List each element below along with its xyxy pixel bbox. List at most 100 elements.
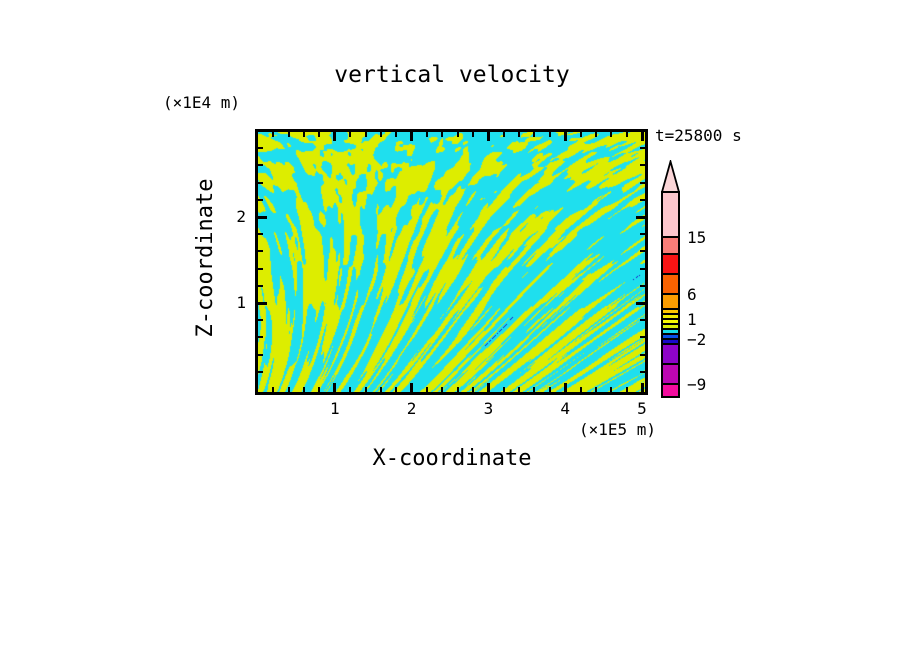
y-minor-tick [258, 233, 263, 236]
y-major-tick [258, 301, 267, 305]
colorbar-segment [663, 340, 678, 345]
colorbar-segment [663, 193, 678, 238]
y-minor-tick [258, 370, 263, 373]
colorbar-segment [663, 310, 678, 315]
x-minor-tick [272, 387, 275, 392]
x-minor-tick [441, 387, 444, 392]
y-minor-tick [640, 370, 645, 373]
colorbar-tick-label: 1 [687, 310, 697, 329]
x-minor-tick [472, 132, 475, 137]
x-minor-tick [594, 132, 597, 137]
x-minor-tick [395, 132, 398, 137]
x-minor-tick [272, 132, 275, 137]
x-minor-tick [395, 387, 398, 392]
y-minor-tick [640, 198, 645, 201]
y-tick-label: 2 [236, 207, 246, 226]
x-minor-tick [349, 132, 352, 137]
x-minor-tick [502, 132, 505, 137]
x-minor-tick [518, 387, 521, 392]
x-minor-tick [425, 387, 428, 392]
x-minor-tick [533, 387, 536, 392]
y-minor-tick [640, 267, 645, 270]
y-tick-label: 1 [236, 293, 246, 312]
y-major-tick [258, 215, 267, 219]
x-major-tick [640, 132, 644, 141]
x-major-tick [410, 383, 414, 392]
colorbar-segment [663, 325, 678, 330]
x-major-tick [563, 383, 567, 392]
x-minor-tick [318, 387, 321, 392]
colorbar-segment [663, 320, 678, 325]
y-minor-tick [640, 233, 645, 236]
x-axis-unit-label: (×1E5 m) [578, 420, 656, 439]
y-minor-tick [640, 147, 645, 150]
x-minor-tick [287, 132, 290, 137]
x-minor-tick [456, 132, 459, 137]
x-minor-tick [579, 387, 582, 392]
colorbar-tick-label: −2 [687, 330, 707, 349]
y-minor-tick [258, 181, 263, 184]
x-minor-tick [579, 132, 582, 137]
x-minor-tick [594, 387, 597, 392]
colorbar-segment [663, 330, 678, 335]
y-minor-tick [258, 164, 263, 167]
x-minor-tick [303, 387, 306, 392]
x-minor-tick [287, 387, 290, 392]
colorbar-segment [663, 365, 678, 385]
x-minor-tick [548, 387, 551, 392]
colorbar-segment [663, 275, 678, 295]
y-minor-tick [258, 267, 263, 270]
x-minor-tick [502, 387, 505, 392]
y-major-tick [636, 301, 645, 305]
x-minor-tick [533, 132, 536, 137]
colorbar-segment [663, 335, 678, 340]
y-minor-tick [258, 198, 263, 201]
x-minor-tick [303, 132, 306, 137]
x-axis-title: X-coordinate [372, 446, 532, 471]
colorbar-segment [663, 385, 678, 396]
x-minor-tick [364, 387, 367, 392]
y-minor-tick [640, 181, 645, 184]
x-minor-tick [349, 387, 352, 392]
x-tick-label: 3 [483, 399, 494, 418]
y-minor-tick [640, 164, 645, 167]
y-minor-tick [640, 353, 645, 356]
x-minor-tick [441, 132, 444, 137]
colorbar-tick-label: 6 [687, 285, 697, 304]
colorbar-segment [663, 345, 678, 365]
velocity-field-canvas [258, 132, 645, 392]
x-minor-tick [425, 132, 428, 137]
colorbar-segment [663, 295, 678, 310]
y-minor-tick [258, 336, 263, 339]
x-minor-tick [548, 132, 551, 137]
x-major-tick [486, 383, 490, 392]
y-minor-tick [258, 284, 263, 287]
y-minor-tick [258, 250, 263, 253]
colorbar-segment [663, 255, 678, 275]
plot-area [255, 129, 648, 395]
colorbar [661, 191, 680, 398]
y-minor-tick [640, 319, 645, 322]
x-minor-tick [625, 132, 628, 137]
colorbar-tick-label: −9 [687, 375, 707, 394]
y-major-tick [636, 215, 645, 219]
chart-title: vertical velocity [334, 62, 570, 88]
y-minor-tick [640, 284, 645, 287]
x-major-tick [333, 383, 337, 392]
x-major-tick [563, 132, 567, 141]
x-minor-tick [379, 387, 382, 392]
y-minor-tick [640, 250, 645, 253]
y-minor-tick [258, 353, 263, 356]
x-major-tick [333, 132, 337, 141]
colorbar-segment [663, 238, 678, 255]
x-major-tick [486, 132, 490, 141]
x-tick-label: 4 [560, 399, 570, 418]
x-major-tick [410, 132, 414, 141]
x-tick-label: 5 [637, 399, 647, 418]
colorbar-tick-label: 15 [687, 228, 707, 247]
y-minor-tick [640, 336, 645, 339]
x-major-tick [640, 383, 644, 392]
x-minor-tick [518, 132, 521, 137]
x-minor-tick [379, 132, 382, 137]
